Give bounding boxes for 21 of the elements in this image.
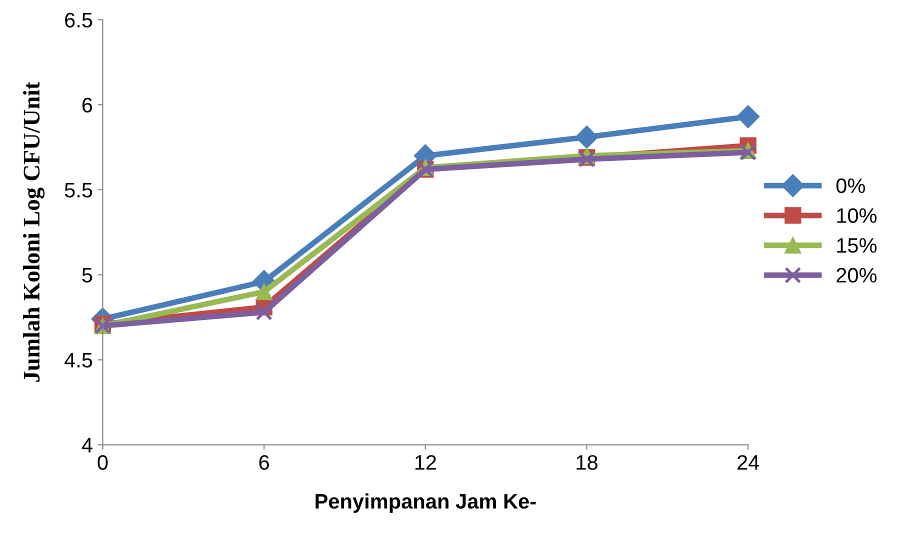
point (575, 126, 598, 149)
point (736, 105, 760, 128)
x-tick-label: 18 (576, 455, 598, 470)
y-tick-label: 5.5 (64, 183, 92, 198)
point (256, 283, 272, 300)
y-tick-label: 4 (82, 438, 92, 452)
legend-label: 10% (837, 208, 877, 223)
y-tick-label: 6.5 (65, 12, 92, 28)
x-tick-label: 24 (738, 455, 760, 470)
legend-label: 0% (836, 178, 865, 194)
x-tick-label: 0 (98, 455, 108, 470)
y-axis-title: Jumlah Koloni Log CFU/Unit (22, 82, 45, 382)
x-tick-label: 12 (415, 455, 436, 470)
x-axis-title: Penyimpanan Jam Ke- (316, 493, 536, 513)
y-tick-label: 4.5 (64, 353, 92, 368)
y-tick-label: 5 (82, 268, 92, 283)
point (256, 304, 272, 321)
x-tick-label: 6 (259, 455, 269, 470)
y-tick-label: 6 (82, 98, 92, 113)
legend-label: 20% (836, 268, 877, 283)
legend-label: 15% (837, 238, 877, 253)
